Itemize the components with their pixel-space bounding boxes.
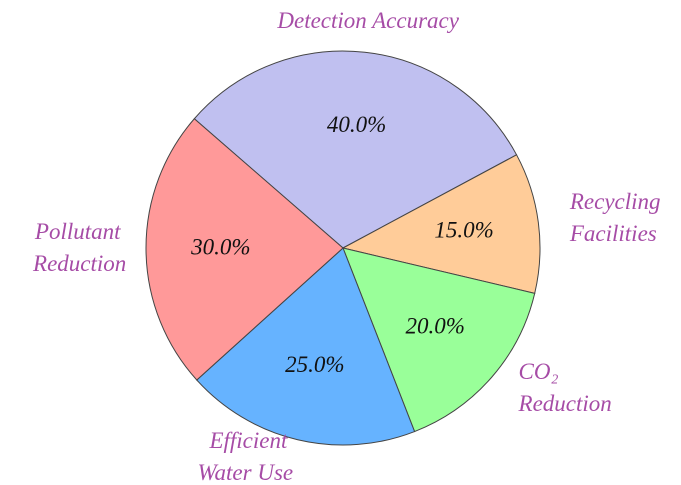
percent-label: 25.0% [285, 352, 344, 377]
percent-label: 30.0% [190, 234, 250, 259]
percent-label: 40.0% [327, 112, 386, 137]
category-label: CO₂ Reduction [518, 359, 612, 416]
pie-slice [341, 154, 541, 294]
pie-slice [145, 118, 344, 381]
category-label: Pollutant Reduction [32, 219, 126, 276]
pie-slice [342, 247, 536, 433]
category-label: Efficient Water Use [197, 428, 293, 485]
percent-label: 20.0% [405, 313, 464, 338]
category-label: Detection Accuracy [276, 8, 459, 33]
pie-slice [193, 50, 518, 249]
percent-label: 15.0% [434, 217, 493, 242]
pie-slice [196, 247, 416, 446]
category-label: Recycling Facilities [569, 189, 666, 246]
